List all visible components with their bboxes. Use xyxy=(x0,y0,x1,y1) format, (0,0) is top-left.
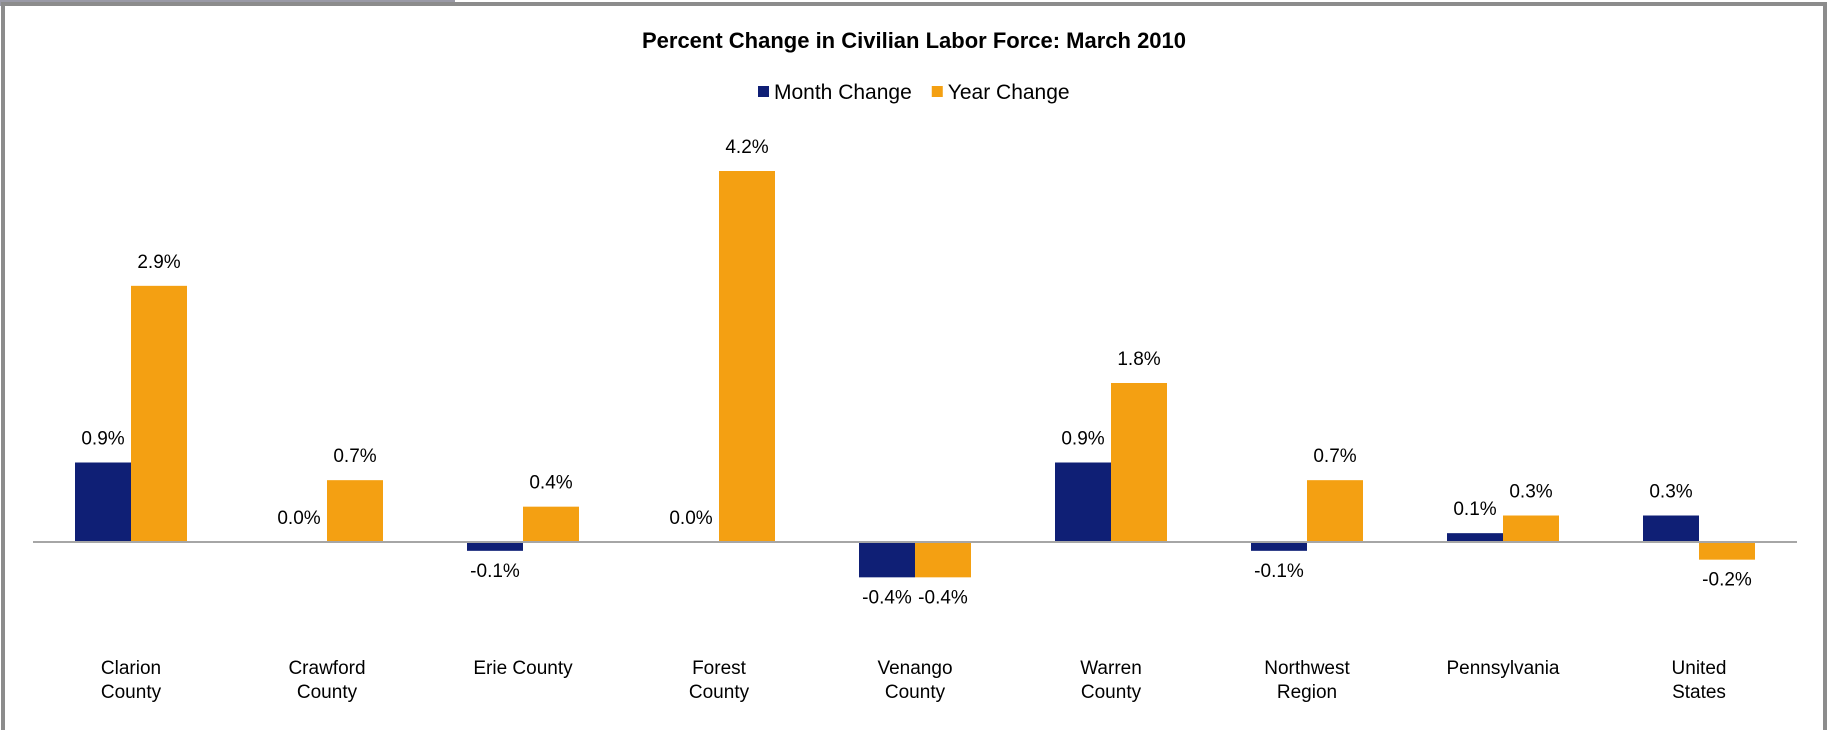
bar xyxy=(1307,480,1363,542)
bar xyxy=(131,285,187,542)
bar xyxy=(75,462,131,542)
data-label: 0.1% xyxy=(1453,499,1496,520)
chart-title: Percent Change in Civilian Labor Force: … xyxy=(642,28,1186,53)
data-label: -0.1% xyxy=(1254,561,1304,582)
bar xyxy=(1447,533,1503,542)
data-label: 0.7% xyxy=(333,446,376,467)
legend-label: Month Change xyxy=(774,81,912,104)
data-label: 2.9% xyxy=(137,252,180,273)
x-tick-label: Forest County xyxy=(688,658,750,703)
bar xyxy=(467,542,523,551)
x-tick-label: Pennsylvania xyxy=(1446,658,1560,679)
bar xyxy=(523,506,579,542)
data-label: -0.1% xyxy=(470,561,520,582)
data-label: 1.8% xyxy=(1117,349,1160,370)
x-tick-label: Northwest Region xyxy=(1264,658,1350,703)
x-tick-label: Crawford County xyxy=(288,658,366,703)
data-label: 0.4% xyxy=(529,473,572,494)
bar xyxy=(859,542,915,578)
data-label: 0.0% xyxy=(277,508,320,529)
data-label: 0.3% xyxy=(1649,482,1692,503)
data-label: 0.0% xyxy=(669,508,712,529)
data-label: 0.9% xyxy=(1061,429,1104,450)
data-label: 4.2% xyxy=(725,137,768,158)
legend-swatch xyxy=(758,86,769,97)
bar xyxy=(1503,515,1559,542)
data-label: 0.7% xyxy=(1313,446,1356,467)
x-tick-label: Warren County xyxy=(1080,658,1142,703)
data-label: -0.2% xyxy=(1702,570,1752,591)
bar xyxy=(1699,542,1755,560)
data-label: 0.9% xyxy=(81,429,124,450)
bar xyxy=(1055,462,1111,542)
bar xyxy=(1111,383,1167,542)
bar xyxy=(1251,542,1307,551)
x-tick-label: Erie County xyxy=(473,658,573,679)
x-tick-label: Clarion County xyxy=(100,658,162,703)
x-tick-label: Venango County xyxy=(877,658,953,703)
legend-label: Year Change xyxy=(948,81,1070,104)
bar xyxy=(915,542,971,578)
legend-swatch xyxy=(931,86,943,97)
data-label: 0.3% xyxy=(1509,482,1552,503)
bar xyxy=(1643,515,1699,542)
bar xyxy=(327,480,383,542)
bar xyxy=(719,171,775,542)
data-label: -0.4% xyxy=(862,587,912,608)
data-label: -0.4% xyxy=(918,587,968,608)
x-tick-label: United States xyxy=(1671,658,1727,703)
